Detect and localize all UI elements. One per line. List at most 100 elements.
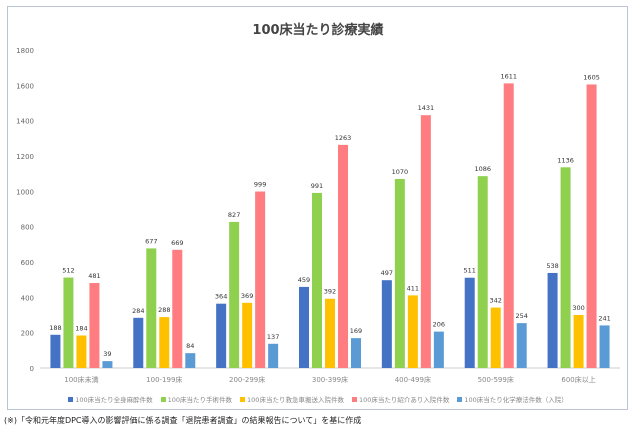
y-tick-label: 1600 bbox=[16, 82, 34, 90]
data-label: 497 bbox=[381, 269, 393, 277]
data-label: 411 bbox=[407, 284, 419, 292]
bar bbox=[516, 323, 527, 368]
y-tick-label: 1200 bbox=[16, 153, 34, 161]
bar bbox=[433, 331, 444, 368]
legend-label: 100床当たり紹介あり入院件数 bbox=[358, 396, 450, 404]
data-label: 538 bbox=[546, 262, 558, 270]
x-tick-label: 500-599床 bbox=[478, 375, 514, 384]
legend-label: 100床当たり化学療法件数（入院） bbox=[464, 396, 568, 404]
bar bbox=[420, 115, 431, 368]
y-tick-label: 1000 bbox=[16, 188, 34, 196]
x-tick-label: 600床以上 bbox=[561, 375, 595, 384]
data-label: 827 bbox=[228, 211, 240, 219]
bar bbox=[146, 248, 157, 368]
data-label: 206 bbox=[433, 321, 445, 329]
bar bbox=[325, 298, 335, 368]
legend-swatch bbox=[68, 397, 74, 402]
bar bbox=[63, 277, 74, 368]
data-label: 342 bbox=[490, 297, 502, 305]
y-tick-label: 800 bbox=[21, 224, 34, 232]
data-label: 254 bbox=[516, 312, 528, 320]
y-tick-label: 200 bbox=[21, 330, 34, 338]
data-label: 669 bbox=[171, 239, 183, 247]
y-tick-label: 600 bbox=[21, 259, 34, 267]
data-label: 364 bbox=[215, 293, 227, 301]
bar bbox=[242, 302, 253, 368]
source-note: (※)「令和元年度DPC導入の影響評価に係る調査「退院患者調査」の結果報告につい… bbox=[4, 416, 362, 425]
bar bbox=[490, 307, 501, 368]
data-label: 392 bbox=[324, 288, 336, 296]
data-label: 1431 bbox=[418, 104, 435, 112]
x-tick-label: 100-199床 bbox=[146, 375, 182, 384]
bar bbox=[312, 192, 322, 368]
data-label: 1611 bbox=[500, 72, 517, 80]
data-label: 169 bbox=[350, 327, 362, 335]
data-label: 1136 bbox=[557, 156, 574, 164]
bar bbox=[255, 191, 266, 368]
bar bbox=[464, 277, 475, 368]
data-label: 481 bbox=[88, 272, 100, 280]
data-label: 991 bbox=[311, 182, 323, 190]
data-label: 284 bbox=[132, 307, 144, 315]
data-label: 1263 bbox=[335, 134, 352, 142]
legend-item: 100床当たり全身麻酔件数 bbox=[68, 394, 153, 404]
bar bbox=[216, 303, 227, 368]
data-label: 84 bbox=[186, 342, 194, 350]
bar bbox=[547, 272, 558, 368]
bar bbox=[503, 83, 514, 368]
bar bbox=[50, 334, 61, 368]
bar bbox=[185, 353, 196, 368]
bar bbox=[268, 343, 279, 368]
bar bbox=[573, 315, 584, 368]
legend-item: 100床当たり化学療法件数（入院） bbox=[457, 394, 568, 404]
bar bbox=[351, 338, 361, 368]
y-tick-label: 1800 bbox=[16, 47, 34, 55]
legend-item: 100床当たり救急車搬送入院件数 bbox=[240, 394, 344, 404]
data-label: 1086 bbox=[474, 165, 491, 173]
data-label: 677 bbox=[145, 237, 157, 245]
data-label: 511 bbox=[464, 267, 476, 275]
legend-swatch bbox=[160, 397, 166, 402]
data-label: 288 bbox=[158, 306, 170, 314]
bar bbox=[76, 335, 87, 368]
bar bbox=[159, 317, 170, 368]
y-tick-label: 400 bbox=[21, 294, 34, 302]
legend-item: 100床当たり紹介あり入院件数 bbox=[351, 394, 450, 404]
legend-swatch bbox=[457, 397, 463, 402]
y-tick-label: 0 bbox=[30, 365, 34, 373]
bar bbox=[381, 280, 392, 368]
legend-swatch bbox=[351, 397, 357, 402]
bar bbox=[172, 249, 183, 368]
data-label: 512 bbox=[62, 267, 74, 275]
y-tick-label: 1400 bbox=[16, 118, 34, 126]
data-label: 1070 bbox=[392, 168, 409, 176]
data-label: 369 bbox=[241, 292, 253, 300]
x-tick-label: 400-499床 bbox=[395, 375, 431, 384]
data-label: 1605 bbox=[583, 73, 600, 81]
bar bbox=[394, 178, 405, 368]
bar bbox=[89, 283, 100, 368]
bar bbox=[477, 176, 488, 368]
legend: 100床当たり全身麻酔件数 100床当たり手術件数 100床当たり救急車搬送入院件数… bbox=[0, 394, 636, 404]
legend-label: 100床当たり救急車搬送入院件数 bbox=[247, 396, 344, 404]
bar bbox=[407, 295, 418, 368]
chart-title: 100床当たり診療実績 bbox=[252, 23, 384, 38]
bar bbox=[229, 221, 240, 368]
x-tick-label: 100床未満 bbox=[64, 375, 98, 384]
chart-frame bbox=[7, 6, 628, 410]
bar bbox=[133, 317, 144, 368]
data-label: 459 bbox=[298, 276, 310, 284]
data-label: 300 bbox=[572, 304, 584, 312]
data-label: 137 bbox=[267, 333, 279, 341]
data-label: 39 bbox=[103, 350, 111, 358]
legend-label: 100床当たり手術件数 bbox=[167, 396, 233, 404]
x-tick-label: 300-399床 bbox=[312, 375, 348, 384]
x-tick-label: 200-299床 bbox=[229, 375, 265, 384]
bar bbox=[599, 325, 610, 368]
bar bbox=[560, 167, 571, 368]
data-label: 999 bbox=[254, 181, 266, 189]
bar bbox=[299, 286, 309, 368]
legend-swatch bbox=[240, 397, 246, 402]
data-label: 184 bbox=[75, 324, 87, 332]
